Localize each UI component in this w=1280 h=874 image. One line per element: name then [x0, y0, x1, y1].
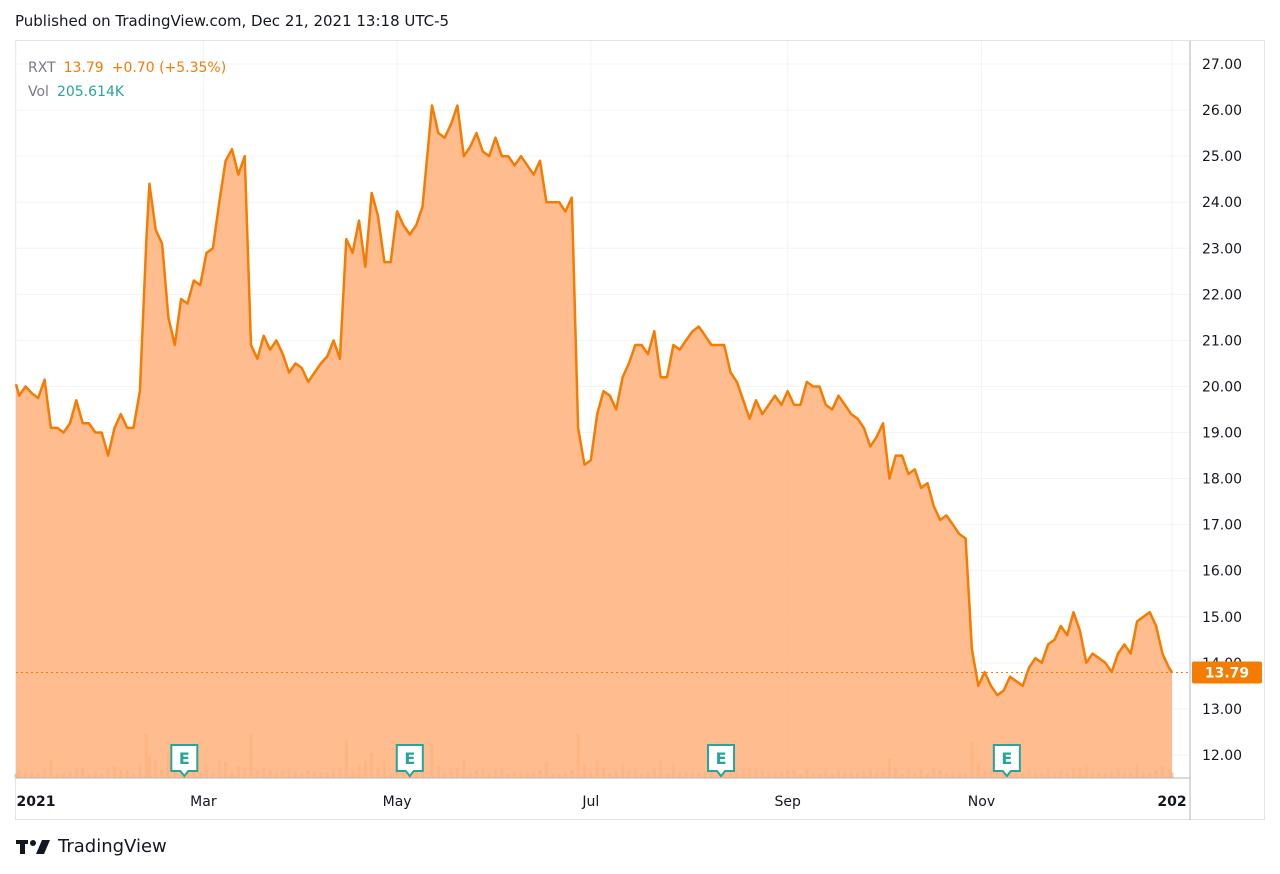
y-tick-label: 23.00	[1202, 241, 1242, 257]
earnings-marker: E	[395, 744, 424, 778]
earnings-marker: E	[170, 744, 199, 778]
legend: RXT 13.79 +0.70 (+5.35%) Vol 205.614K	[28, 56, 226, 104]
y-tick-label: 26.00	[1202, 103, 1242, 119]
last-price-badge	[1192, 661, 1262, 684]
x-tick-label: 202	[1157, 794, 1186, 810]
y-tick-label: 18.00	[1202, 472, 1242, 488]
y-tick-label: 24.00	[1202, 195, 1242, 211]
earnings-marker: E	[707, 744, 736, 778]
x-tick-label: Jul	[581, 794, 599, 810]
earnings-badge	[170, 744, 199, 778]
y-tick-label: 13.00	[1202, 702, 1242, 718]
earnings-badge	[395, 744, 424, 778]
price-axis: 12.0013.0014.0015.0016.0017.0018.0019.00…	[1189, 41, 1242, 820]
legend-symbol[interactable]: RXT	[28, 60, 56, 76]
y-tick-label: 27.00	[1202, 57, 1242, 73]
x-tick-label: Nov	[968, 794, 995, 810]
x-tick-label: Mar	[190, 794, 217, 810]
y-tick-label: 20.00	[1202, 379, 1242, 395]
legend-vol-value: 205.614K	[56, 84, 125, 100]
price-line	[14, 104, 1174, 697]
earnings-marker: E	[992, 744, 1021, 778]
earnings-label: E	[404, 749, 415, 768]
tradingview-brand[interactable]: TradingView	[16, 836, 167, 857]
legend-price: 13.79	[63, 60, 104, 76]
earnings-label: E	[716, 749, 727, 768]
legend-change: +0.70 (+5.35%)	[111, 60, 227, 76]
price-area	[14, 104, 1174, 778]
last-price-label: 13.79	[1205, 666, 1249, 682]
tradingview-logo-icon	[16, 839, 50, 854]
y-tick-label: 21.00	[1202, 333, 1242, 349]
legend-row-price: RXT 13.79 +0.70 (+5.35%)	[28, 56, 226, 80]
y-tick-label: 15.00	[1202, 610, 1242, 626]
earnings-badge	[707, 744, 736, 778]
y-tick-label: 17.00	[1202, 518, 1242, 534]
earnings-label: E	[179, 749, 190, 768]
time-axis: 2021 Mar May Jul Sep Nov 202	[16, 777, 1190, 810]
earnings-label: E	[1001, 749, 1012, 768]
last-price-marker: 13.79	[16, 661, 1262, 684]
y-tick-label: 22.00	[1202, 287, 1242, 303]
legend-vol-label: Vol	[28, 84, 49, 100]
y-tick-label: 12.00	[1202, 748, 1242, 764]
brand-label: TradingView	[58, 836, 167, 857]
y-tick-label: 16.00	[1202, 564, 1242, 580]
legend-row-volume: Vol 205.614K	[28, 80, 226, 104]
x-tick-label: Sep	[775, 794, 802, 810]
y-tick-label: 25.00	[1202, 149, 1242, 165]
x-tick-label: May	[383, 794, 412, 810]
published-caption: Published on TradingView.com, Dec 21, 20…	[15, 12, 450, 30]
x-tick-label: 2021	[17, 794, 56, 810]
earnings-badge	[992, 744, 1021, 778]
y-tick-label: 19.00	[1202, 426, 1242, 442]
